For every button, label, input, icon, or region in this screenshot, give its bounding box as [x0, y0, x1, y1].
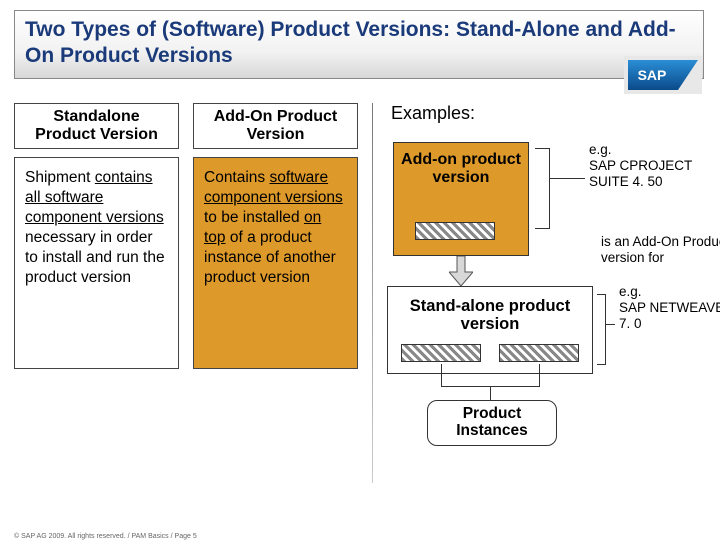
bracket-v2 [539, 364, 540, 386]
note-standalone-example: e.g. SAP NETWEAVER 7. 0 [619, 284, 720, 333]
footer: © SAP AG 2009. All rights reserved. / PA… [14, 533, 197, 540]
product-instances-box: Product Instances [427, 400, 557, 446]
addon-bracket-v2 [535, 228, 549, 229]
examples-area: Examples: Add-on product version Stand-a… [387, 103, 720, 483]
content-area: Standalone Product Version Shipment cont… [0, 103, 720, 483]
bracket-v1 [441, 364, 442, 386]
bracket-v3 [490, 386, 491, 400]
sap-logo: SAP [624, 56, 702, 94]
standalone-suffix: necessary in order to install and run th… [25, 229, 165, 286]
page-title: Two Types of (Software) Product Versions… [25, 17, 693, 70]
addon-bracket-h2 [549, 178, 585, 179]
down-arrow-icon [449, 256, 473, 286]
sa-bracket-vline [605, 294, 606, 365]
standalone-header: Standalone Product Version [14, 103, 179, 149]
sa-bracket-v1 [597, 294, 605, 295]
title-bar: Two Types of (Software) Product Versions… [14, 10, 704, 79]
note-is-addon-for: is an Add-On Product version for [601, 234, 720, 266]
standalone-body: Shipment contains all software component… [14, 157, 179, 369]
standalone-box-label: Stand-alone product version [388, 297, 592, 335]
standalone-column: Standalone Product Version Shipment cont… [14, 103, 179, 483]
note-addon-example: e.g. SAP CPROJECT SUITE 4. 50 [589, 142, 719, 191]
addon-box-label: Add-on product version [394, 151, 528, 188]
standalone-hatched-rect-2 [499, 344, 579, 362]
diagram: Add-on product version Stand-alone produ… [387, 138, 717, 478]
definition-columns: Standalone Product Version Shipment cont… [14, 103, 358, 483]
addon-body: Contains software component versions to … [193, 157, 358, 369]
addon-bracket-v1 [535, 148, 549, 149]
addon-hatched-rect [415, 222, 495, 240]
sa-bracket-h2 [605, 324, 615, 325]
sa-bracket-v2 [597, 364, 605, 365]
addon-mid: to be installed [204, 209, 304, 226]
svg-text:SAP: SAP [638, 67, 667, 83]
standalone-hatched-rect-1 [401, 344, 481, 362]
addon-prefix: Contains [204, 169, 269, 186]
vertical-divider [372, 103, 373, 483]
addon-bracket-vline [549, 148, 550, 229]
standalone-prefix: Shipment [25, 169, 95, 186]
examples-label: Examples: [391, 103, 720, 124]
addon-header: Add-On Product Version [193, 103, 358, 149]
addon-column: Add-On Product Version Contains software… [193, 103, 358, 483]
